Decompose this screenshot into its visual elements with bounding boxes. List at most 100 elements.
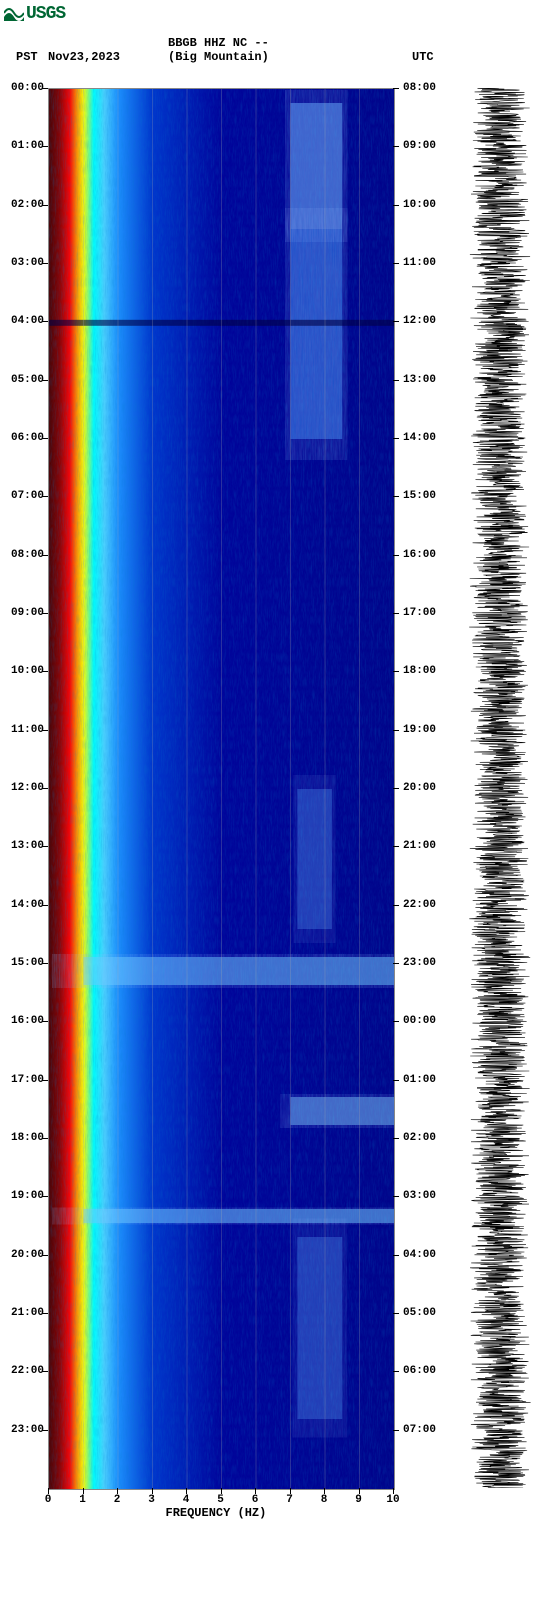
y-left-tick-label: 10:00 bbox=[4, 665, 44, 677]
y-left-tick-label: 07:00 bbox=[4, 490, 44, 502]
y-right-tick-label: 11:00 bbox=[403, 257, 436, 269]
date-label: Nov23,2023 bbox=[48, 50, 120, 64]
y-right-tick-label: 00:00 bbox=[403, 1015, 436, 1027]
y-right-tick-label: 17:00 bbox=[403, 607, 436, 619]
y-left-tick bbox=[42, 146, 48, 147]
y-left-tick-label: 01:00 bbox=[4, 140, 44, 152]
x-tick bbox=[359, 1488, 360, 1494]
y-left-tick-label: 21:00 bbox=[4, 1307, 44, 1319]
y-right-tick-label: 23:00 bbox=[403, 957, 436, 969]
utc-label: UTC bbox=[412, 50, 434, 64]
y-right-tick bbox=[393, 1021, 399, 1022]
y-left-tick-label: 00:00 bbox=[4, 82, 44, 94]
y-left-tick-label: 04:00 bbox=[4, 315, 44, 327]
y-left-tick-label: 23:00 bbox=[4, 1424, 44, 1436]
x-tick-label: 5 bbox=[217, 1494, 224, 1506]
y-right-tick-label: 19:00 bbox=[403, 724, 436, 736]
y-right-tick-label: 09:00 bbox=[403, 140, 436, 152]
x-tick bbox=[152, 1488, 153, 1494]
y-left-tick bbox=[42, 438, 48, 439]
y-left-tick-label: 12:00 bbox=[4, 782, 44, 794]
y-right-tick bbox=[393, 438, 399, 439]
y-right-tick bbox=[393, 88, 399, 89]
y-right-tick bbox=[393, 1196, 399, 1197]
y-left-tick-label: 17:00 bbox=[4, 1074, 44, 1086]
y-left-tick bbox=[42, 496, 48, 497]
y-right-tick bbox=[393, 205, 399, 206]
x-tick bbox=[117, 1488, 118, 1494]
y-left-tick-label: 14:00 bbox=[4, 899, 44, 911]
x-tick bbox=[186, 1488, 187, 1494]
y-left-tick-label: 18:00 bbox=[4, 1132, 44, 1144]
y-right-tick-label: 16:00 bbox=[403, 549, 436, 561]
y-left-tick bbox=[42, 613, 48, 614]
y-left-tick bbox=[42, 846, 48, 847]
y-right-tick-label: 02:00 bbox=[403, 1132, 436, 1144]
y-right-tick bbox=[393, 905, 399, 906]
wave-icon bbox=[4, 7, 24, 21]
y-left-tick bbox=[42, 1196, 48, 1197]
x-tick bbox=[290, 1488, 291, 1494]
y-right-tick bbox=[393, 788, 399, 789]
y-left-tick bbox=[42, 555, 48, 556]
y-left-tick bbox=[42, 1430, 48, 1431]
station-name: (Big Mountain) bbox=[168, 50, 269, 64]
y-left-tick-label: 09:00 bbox=[4, 607, 44, 619]
usgs-logo: USGS bbox=[4, 4, 65, 24]
x-tick-label: 1 bbox=[79, 1494, 86, 1506]
y-right-tick bbox=[393, 1313, 399, 1314]
x-tick-label: 4 bbox=[183, 1494, 190, 1506]
x-tick bbox=[221, 1488, 222, 1494]
y-left-tick bbox=[42, 205, 48, 206]
y-right-tick bbox=[393, 321, 399, 322]
y-right-tick-label: 15:00 bbox=[403, 490, 436, 502]
x-tick bbox=[255, 1488, 256, 1494]
y-right-tick-label: 07:00 bbox=[403, 1424, 436, 1436]
y-left-tick bbox=[42, 1080, 48, 1081]
x-tick bbox=[48, 1488, 49, 1494]
logo-text: USGS bbox=[26, 4, 65, 24]
y-right-tick-label: 06:00 bbox=[403, 1365, 436, 1377]
x-tick-label: 0 bbox=[45, 1494, 52, 1506]
y-right-tick bbox=[393, 963, 399, 964]
x-tick-label: 3 bbox=[148, 1494, 155, 1506]
y-right-tick-label: 20:00 bbox=[403, 782, 436, 794]
y-left-tick bbox=[42, 88, 48, 89]
y-right-tick bbox=[393, 1255, 399, 1256]
y-right-tick bbox=[393, 146, 399, 147]
spectrogram-plot bbox=[48, 88, 395, 1490]
y-right-tick bbox=[393, 1138, 399, 1139]
y-left-tick-label: 19:00 bbox=[4, 1190, 44, 1202]
y-left-tick bbox=[42, 788, 48, 789]
y-right-tick-label: 21:00 bbox=[403, 840, 436, 852]
y-left-tick-label: 05:00 bbox=[4, 374, 44, 386]
y-left-tick bbox=[42, 321, 48, 322]
y-left-tick bbox=[42, 1021, 48, 1022]
seismogram-trace bbox=[460, 88, 540, 1488]
y-right-tick-label: 18:00 bbox=[403, 665, 436, 677]
y-left-tick-label: 22:00 bbox=[4, 1365, 44, 1377]
y-left-tick bbox=[42, 1138, 48, 1139]
y-right-tick-label: 14:00 bbox=[403, 432, 436, 444]
y-right-tick-label: 03:00 bbox=[403, 1190, 436, 1202]
y-right-tick bbox=[393, 555, 399, 556]
y-left-tick bbox=[42, 1371, 48, 1372]
y-right-tick-label: 01:00 bbox=[403, 1074, 436, 1086]
x-tick-label: 7 bbox=[286, 1494, 293, 1506]
y-right-tick-label: 10:00 bbox=[403, 199, 436, 211]
x-tick bbox=[324, 1488, 325, 1494]
y-right-tick bbox=[393, 671, 399, 672]
y-right-tick-label: 12:00 bbox=[403, 315, 436, 327]
y-left-tick-label: 15:00 bbox=[4, 957, 44, 969]
y-left-tick bbox=[42, 963, 48, 964]
y-right-tick bbox=[393, 846, 399, 847]
y-right-tick-label: 13:00 bbox=[403, 374, 436, 386]
y-left-tick bbox=[42, 263, 48, 264]
y-left-tick-label: 06:00 bbox=[4, 432, 44, 444]
y-right-tick bbox=[393, 496, 399, 497]
station-code: BBGB HHZ NC -- bbox=[168, 36, 269, 50]
x-tick-label: 8 bbox=[321, 1494, 328, 1506]
spectrogram-image bbox=[49, 89, 394, 1489]
x-tick bbox=[393, 1488, 394, 1494]
y-left-tick-label: 02:00 bbox=[4, 199, 44, 211]
